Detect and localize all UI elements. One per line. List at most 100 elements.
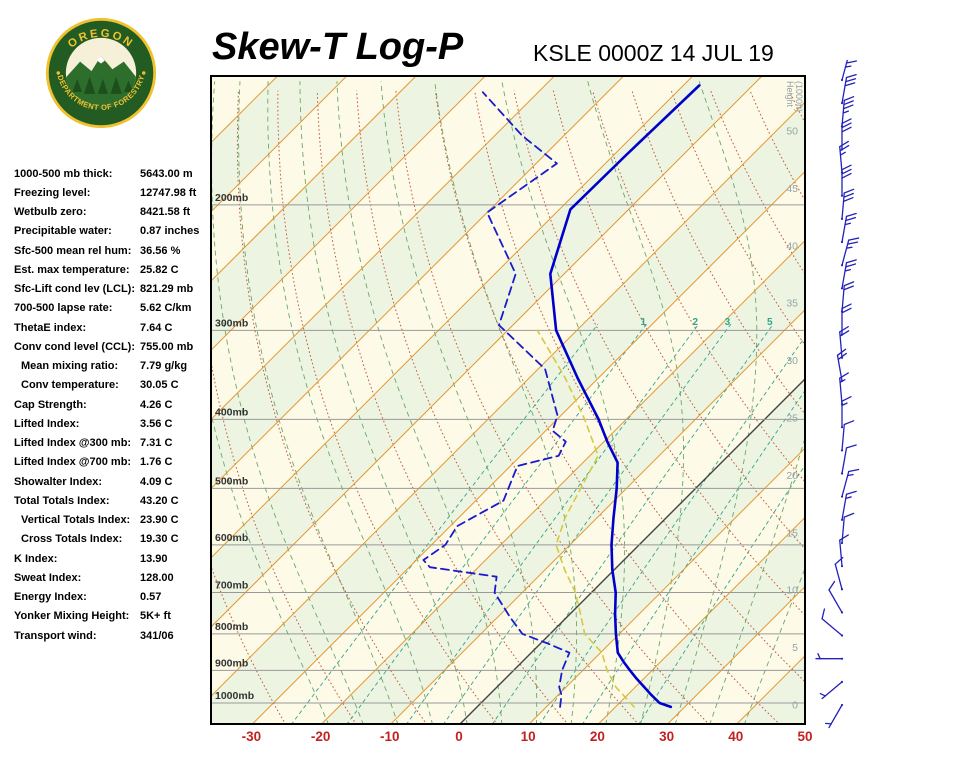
svg-text:(1000ft): (1000ft) [794, 81, 804, 112]
wind-barb [840, 490, 857, 521]
index-row: Freezing level: 12747.98 ft [14, 183, 216, 202]
dewpoint-trace [422, 91, 571, 708]
wind-barb [840, 96, 855, 128]
svg-text:500mb: 500mb [215, 475, 248, 487]
svg-text:30: 30 [786, 355, 798, 367]
index-value: 30.05 C [140, 379, 179, 392]
index-value: 5643.00 m [140, 167, 193, 180]
index-label: Sfc-Lift cond lev (LCL): [14, 283, 135, 296]
temp-axis-label: 0 [455, 729, 463, 744]
wind-barb [840, 164, 852, 197]
index-label: Mean mixing ratio: [21, 360, 119, 373]
index-label: Sweat Index: [14, 571, 82, 584]
index-label: Freezing level: [14, 186, 91, 199]
chart-frame [210, 75, 806, 725]
wind-barb-column [815, 60, 860, 729]
index-label: Lifted Index @300 mb: [14, 437, 132, 450]
index-value: 23.90 C [140, 514, 179, 527]
wind-barb [821, 608, 844, 637]
svg-text:45: 45 [786, 183, 798, 195]
temp-axis-label: 50 [797, 729, 813, 744]
wetbulb-trace [536, 329, 635, 708]
svg-text:400mb: 400mb [215, 406, 248, 418]
index-value: 0.57 [140, 591, 162, 604]
index-value: 13.90 [140, 552, 168, 565]
svg-text:300mb: 300mb [215, 317, 248, 329]
svg-text:35: 35 [786, 298, 798, 310]
wind-barb [840, 212, 857, 244]
index-value: 43.20 C [140, 494, 179, 507]
temperature-trace [548, 84, 701, 709]
svg-text:700mb: 700mb [215, 580, 248, 592]
index-row: Wetbulb zero: 8421.58 ft [14, 203, 216, 222]
index-label: Precipitable water: [14, 225, 112, 238]
index-row: Mean mixing ratio: 7.79 g/kg [14, 357, 216, 376]
index-label: 1000-500 mb thick: [14, 167, 113, 180]
svg-text:1: 1 [640, 317, 646, 328]
wind-barb [824, 703, 844, 729]
index-row: Lifted Index @700 mb: 1.76 C [14, 453, 216, 472]
svg-text:5: 5 [767, 317, 773, 328]
index-row: Sfc-Lift cond lev (LCL): 821.29 mb [14, 280, 216, 299]
index-value: 3.56 C [140, 417, 173, 430]
svg-text:40: 40 [786, 240, 798, 252]
index-row: Conv temperature: 30.05 C [14, 376, 216, 395]
page-title: Skew-T Log-P [212, 26, 464, 68]
index-row: Est. max temperature: 25.82 C [14, 260, 216, 279]
pressure-labels: 200mb 300mb 400mb 500mb 600mb 700mb 800mb 900mb… [215, 192, 254, 702]
svg-text:0: 0 [792, 700, 798, 712]
index-label: K Index: [14, 552, 58, 565]
index-value: 8421.58 ft [140, 206, 191, 219]
index-label: 700-500 lapse rate: [14, 302, 113, 315]
index-value: 0.87 inches [140, 225, 200, 238]
index-row: Showalter Index: 4.09 C [14, 472, 216, 491]
svg-text:2: 2 [692, 317, 698, 328]
index-label: Est. max temperature: [14, 263, 130, 276]
wind-barb [840, 118, 852, 151]
svg-text:600mb: 600mb [215, 532, 248, 544]
index-value: 128.00 [140, 571, 174, 584]
index-row: 700-500 lapse rate: 5.62 C/km [14, 299, 216, 318]
wind-barb [840, 444, 857, 475]
wind-barb [836, 348, 847, 382]
index-value: 25.82 C [140, 263, 179, 276]
index-label: Sfc-500 mean rel hum: [14, 244, 132, 257]
index-row: Cap Strength: 4.26 C [14, 395, 216, 414]
index-value: 341/06 [140, 629, 174, 642]
index-row: 1000-500 mb thick: 5643.00 m [14, 164, 216, 183]
svg-text:900mb: 900mb [215, 657, 248, 669]
wind-barb [840, 60, 858, 82]
index-value: 755.00 mb [140, 340, 194, 353]
temp-axis-label: -20 [310, 729, 331, 744]
wind-barb [840, 281, 855, 313]
height-axis-title: Height [785, 81, 795, 108]
index-value: 5K+ ft [140, 610, 171, 623]
wind-barb [840, 237, 860, 267]
index-label: Yonker Mixing Height: [14, 610, 130, 623]
svg-text:15: 15 [786, 527, 798, 539]
wind-barb [840, 303, 852, 336]
index-row: Energy Index: 0.57 [14, 588, 216, 607]
index-label: Energy Index: [14, 591, 87, 604]
index-label: ThetaE index: [14, 321, 87, 334]
index-label: Transport wind: [14, 629, 97, 642]
svg-text:10: 10 [786, 585, 798, 597]
mixing-ratio-labels: 1 2 3 5 [640, 317, 773, 328]
wind-barb [815, 653, 844, 660]
index-label: Lifted Index @700 mb: [14, 456, 132, 469]
wind-barb [840, 396, 852, 429]
index-row: ThetaE index: 7.64 C [14, 318, 216, 337]
skewt-chart: 200mb 300mb 400mb 500mb 600mb 700mb 800mb 900mb… [210, 75, 806, 725]
indices-panel: 1000-500 mb thick: 5643.00 m Freezing leve… [14, 164, 216, 645]
wind-barb [828, 580, 844, 614]
index-row: Vertical Totals Index: 23.90 C [14, 511, 216, 530]
index-value: 7.79 g/kg [140, 360, 188, 373]
index-label: Lifted Index: [14, 417, 80, 430]
index-value: 19.30 C [140, 533, 179, 546]
sounding-station-datetime: KSLE 0000Z 14 JUL 19 [533, 40, 774, 66]
wind-barb [840, 259, 857, 290]
index-value: 12747.98 ft [140, 186, 197, 199]
temp-axis-label: -10 [380, 729, 400, 744]
wind-barb [839, 534, 849, 568]
